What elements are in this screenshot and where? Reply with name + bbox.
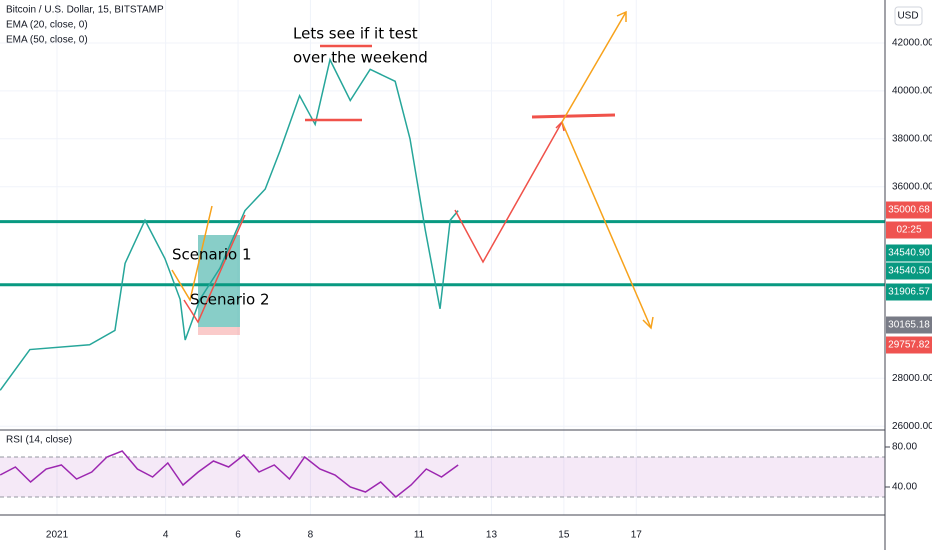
- orange-arrow: [561, 11, 627, 123]
- indicator-label: EMA (50, close, 0): [6, 35, 88, 46]
- currency-button[interactable]: [894, 6, 923, 26]
- x-tick-label: 6: [235, 530, 241, 541]
- annotation: Scenario 1: [172, 246, 252, 264]
- red-arrow: [454, 121, 563, 264]
- price-tag-label: 30165.18: [888, 320, 930, 331]
- long-position-profit: [198, 235, 240, 327]
- x-tick-label: 4: [163, 530, 169, 541]
- price-tag-label: 31906.57: [888, 287, 930, 298]
- symbol-title: Bitcoin / U.S. Dollar, 15, BITSTAMP: [6, 5, 164, 16]
- grid: 2021 4 6 8 11 13 15 17 26000.00 28000.00 36000.00 3…: [0, 0, 932, 541]
- plot: [0, 57, 885, 498]
- scenario-2-arrow: [183, 214, 246, 324]
- long-position-loss: [198, 327, 240, 335]
- price-tag-label: 02:25: [896, 225, 921, 236]
- x-tick-label: 17: [631, 530, 643, 541]
- arrow-head: [642, 316, 654, 330]
- price-tag: [886, 221, 932, 239]
- x-tick-label: 15: [558, 530, 570, 541]
- price-tag: [886, 316, 932, 334]
- orange-arrow: [561, 121, 652, 329]
- y-tick-label: 26000.00: [892, 421, 932, 432]
- price-tag: [886, 283, 932, 301]
- price-line: [0, 57, 459, 391]
- red-level: [531, 113, 616, 119]
- x-tick-label: 13: [486, 530, 498, 541]
- price-tag-label: 34540.50: [888, 266, 930, 277]
- indicator-label: EMA (20, close, 0): [6, 20, 88, 31]
- price-tag: [886, 336, 932, 354]
- price-tag-label: 35000.68: [888, 205, 930, 216]
- y-tick-label: 42000.00: [892, 38, 932, 49]
- price-tag: [886, 244, 932, 262]
- currency-label[interactable]: USD: [897, 11, 918, 22]
- annotation: Scenario 2: [190, 291, 270, 309]
- drawings: [171, 10, 654, 330]
- arrow-head: [616, 10, 627, 22]
- x-tick-label: 11: [414, 530, 425, 541]
- x-tick-label: 8: [308, 530, 314, 541]
- x-tick-label: 2021: [46, 530, 69, 541]
- rsi-tick-label: 40.00: [892, 482, 917, 493]
- y-tick-label: 36000.00: [892, 181, 932, 192]
- rsi-label: RSI (14, close): [6, 435, 72, 446]
- scenario-1-arrow: [171, 205, 213, 302]
- price-tags: 35000.68 02:25 34540.90 34540.50 31906.57 301…: [886, 201, 932, 354]
- price-tag-label: 34540.90: [888, 248, 930, 259]
- y-tick-label: 28000.00: [892, 373, 932, 384]
- rsi-tick-label: 80.00: [892, 442, 917, 453]
- annotation: Lets see if it test: [293, 25, 418, 43]
- y-tick-label: 40000.00: [892, 86, 932, 97]
- annotation: over the weekend: [293, 49, 428, 67]
- price-tag-label: 29757.82: [888, 340, 930, 351]
- price-tag: [886, 201, 932, 219]
- price-line: [0, 450, 459, 498]
- price-tag: [886, 262, 932, 280]
- y-tick-label: 38000.00: [892, 133, 932, 144]
